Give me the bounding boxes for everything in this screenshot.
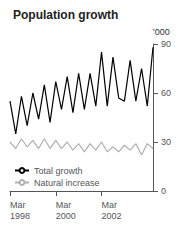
- svg-text:Natural increase: Natural increase: [34, 178, 100, 188]
- svg-text:Population growth: Population growth: [13, 8, 118, 22]
- svg-text:60: 60: [161, 88, 171, 98]
- svg-text:Mar: Mar: [10, 200, 26, 210]
- svg-text:90: 90: [161, 39, 171, 49]
- svg-text:2002: 2002: [102, 211, 122, 221]
- svg-text:2000: 2000: [56, 211, 76, 221]
- svg-text:30: 30: [161, 137, 171, 147]
- svg-text:1998: 1998: [10, 211, 30, 221]
- svg-text:Mar: Mar: [102, 200, 118, 210]
- svg-text:'000: '000: [153, 27, 170, 37]
- svg-text:0: 0: [161, 186, 166, 196]
- svg-text:Total growth: Total growth: [34, 166, 83, 176]
- svg-text:Mar: Mar: [56, 200, 72, 210]
